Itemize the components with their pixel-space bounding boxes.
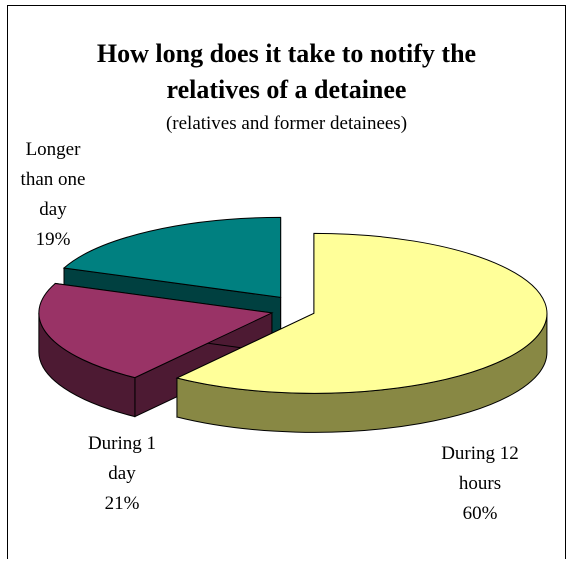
pie-chart bbox=[38, 216, 548, 433]
data-label-during-12-hours: During 12 hours 60% bbox=[430, 439, 530, 529]
data-label-line: day bbox=[39, 199, 67, 220]
data-label-line: hours bbox=[458, 473, 502, 494]
data-label-percent: 19% bbox=[35, 229, 71, 250]
pie-slice-top bbox=[62, 216, 282, 298]
data-label-line: During 12 bbox=[441, 443, 519, 464]
pie-slice-top bbox=[175, 232, 548, 394]
data-label-percent: 21% bbox=[104, 493, 140, 514]
chart-area: How long does it take to notify the rela… bbox=[7, 5, 566, 559]
data-label-line: day bbox=[108, 463, 136, 484]
data-label-line: Longer bbox=[25, 139, 81, 160]
data-label-longer-than-one-day: Longer than one day 19% bbox=[8, 135, 98, 255]
chart-title-line-2: relatives of a detainee bbox=[166, 75, 407, 104]
pie-slice-during-12-hours bbox=[175, 232, 548, 433]
data-label-percent: 60% bbox=[462, 503, 498, 524]
chart-subtitle: (relatives and former detainees) bbox=[165, 113, 408, 134]
data-label-during-1-day: During 1 day 21% bbox=[73, 429, 171, 519]
chart-title-line-1: How long does it take to notify the bbox=[96, 39, 477, 68]
data-label-line: than one bbox=[20, 169, 86, 190]
data-label-line: During 1 bbox=[87, 433, 157, 454]
pie-slice-top bbox=[38, 282, 274, 379]
pie-slice-during-1-day bbox=[38, 282, 274, 418]
